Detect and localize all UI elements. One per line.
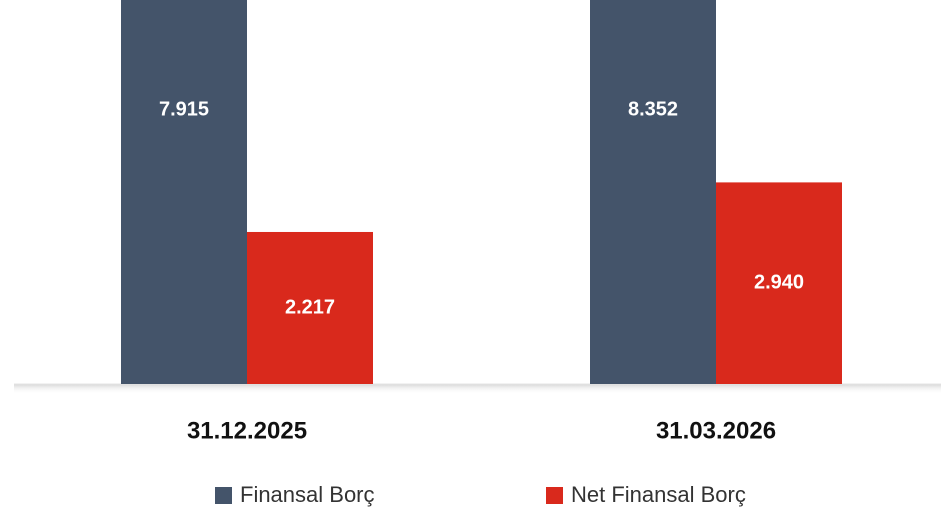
- data-label: 8.352: [628, 98, 678, 120]
- x-tick-label: 31.12.2025: [187, 417, 307, 444]
- data-label: 2.217: [285, 296, 335, 318]
- bar: [590, 0, 716, 384]
- data-label: 2.940: [754, 271, 804, 293]
- x-tick-label: 31.03.2026: [656, 417, 776, 444]
- legend-swatch: [546, 487, 563, 504]
- legend-label: Finansal Borç: [240, 482, 375, 507]
- baseline-shadow: [14, 384, 941, 394]
- bar: [716, 182, 842, 384]
- legend-label: Net Finansal Borç: [571, 482, 746, 507]
- bar: [121, 0, 247, 384]
- bar: [247, 231, 373, 384]
- legend-swatch: [215, 487, 232, 504]
- data-label: 7.915: [159, 98, 209, 120]
- plot-area: [121, 0, 842, 384]
